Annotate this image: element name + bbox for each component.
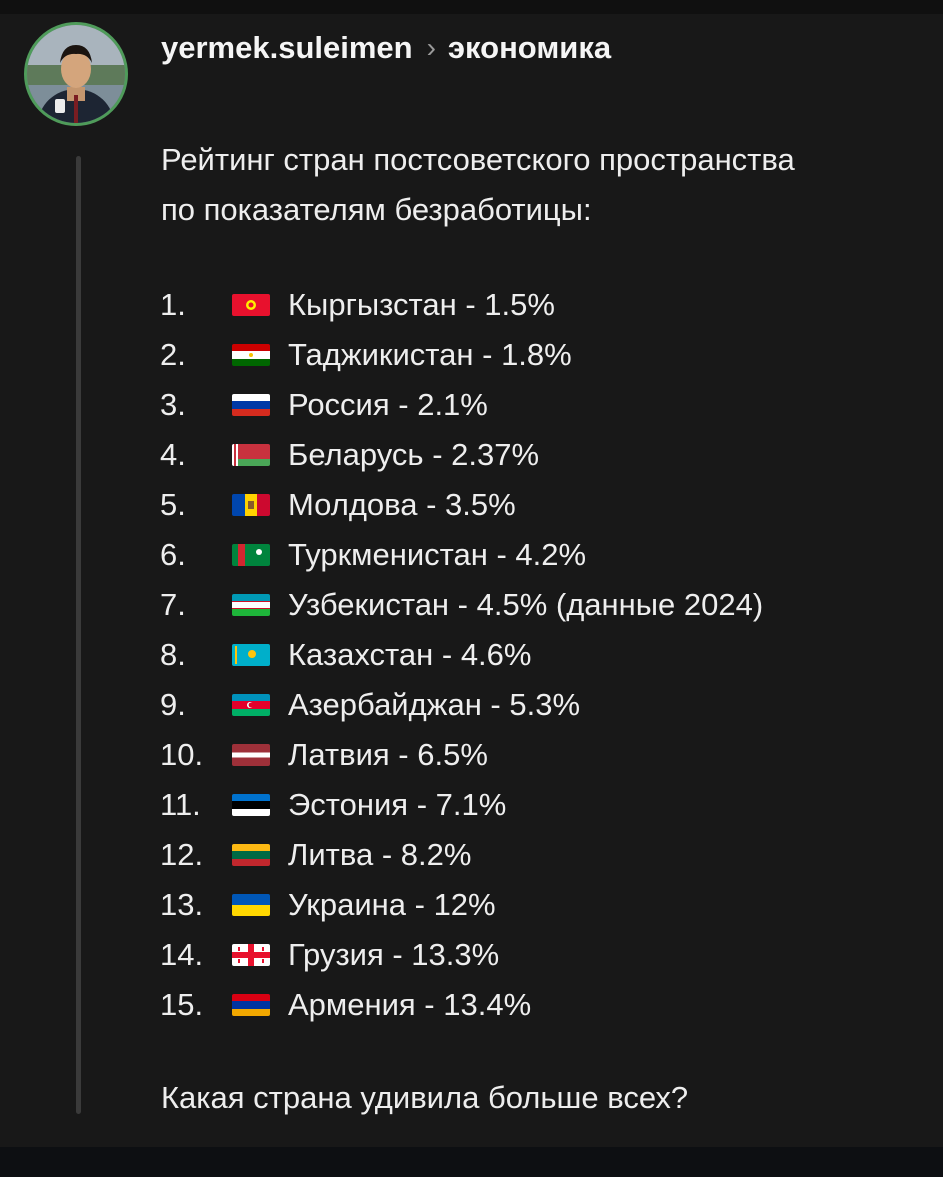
lithuania-flag-icon [232, 844, 270, 866]
item-text: Кыргызстан - 1.5% [288, 287, 555, 322]
uzbekistan-flag-icon [232, 594, 270, 616]
tajikistan-flag-icon [232, 344, 270, 366]
latvia-flag-icon [232, 744, 270, 766]
armenia-flag-icon [232, 994, 270, 1016]
item-text: Туркменистан - 4.2% [288, 537, 587, 572]
item-number: 10. [160, 737, 204, 772]
list-item: 14. Грузия - 13.3% [160, 930, 920, 980]
turkmenistan-flag-icon [232, 544, 270, 566]
item-number: 8. [160, 637, 186, 672]
list-item: 2. Таджикистан - 1.8% [160, 330, 920, 380]
list-item: 1. Кыргызстан - 1.5% [160, 280, 920, 330]
item-number: 7. [160, 587, 186, 622]
item-number: 2. [160, 337, 186, 372]
item-number: 3. [160, 387, 186, 422]
list-item: 11. Эстония - 7.1% [160, 780, 920, 830]
intro-line: Рейтинг стран постсоветского пространств… [161, 142, 795, 177]
moldova-flag-icon [232, 494, 270, 516]
item-number: 4. [160, 437, 186, 472]
item-number: 14. [160, 937, 204, 972]
estonia-flag-icon [232, 794, 270, 816]
list-item: 10. Латвия - 6.5% [160, 730, 920, 780]
post-question: Какая страна удивила больше всех? [161, 1080, 689, 1115]
item-number: 12. [160, 837, 204, 872]
list-item: 13. Украина - 12% [160, 880, 920, 930]
list-item: 15. Армения - 13.4% [160, 980, 920, 1030]
item-text: Латвия - 6.5% [288, 737, 488, 772]
item-text: Эстония - 7.1% [288, 787, 507, 822]
post-container [0, 14, 943, 1147]
item-text: Грузия - 13.3% [288, 937, 500, 972]
ranking-list: 1. Кыргызстан - 1.5% 2. Таджикистан - 1.… [160, 280, 920, 1030]
top-bar [0, 0, 943, 14]
list-item: 6. Туркменистан - 4.2% [160, 530, 920, 580]
item-number: 1. [160, 287, 186, 322]
list-item: 7. Узбекистан - 4.5% (данные 2024) [160, 580, 920, 630]
post-intro: Рейтинг стран постсоветского пространств… [161, 135, 931, 235]
item-number: 5. [160, 487, 186, 522]
ukraine-flag-icon [232, 894, 270, 916]
thread-line [76, 156, 81, 1114]
post-header: yermek.suleimen › экономика [161, 28, 611, 68]
bottom-bar [0, 1147, 943, 1177]
kazakhstan-flag-icon [232, 644, 270, 666]
azerbaijan-flag-icon [232, 694, 270, 716]
item-text: Азербайджан - 5.3% [288, 687, 581, 722]
topic-link[interactable]: экономика [447, 30, 612, 65]
item-number: 13. [160, 887, 204, 922]
list-item: 4. Беларусь - 2.37% [160, 430, 920, 480]
list-item: 3. Россия - 2.1% [160, 380, 920, 430]
list-item: 5. Молдова - 3.5% [160, 480, 920, 530]
russia-flag-icon [232, 394, 270, 416]
item-text: Армения - 13.4% [288, 987, 532, 1022]
item-number: 15. [160, 987, 204, 1022]
item-number: 11. [160, 787, 201, 822]
item-text: Казахстан - 4.6% [288, 637, 532, 672]
item-text: Россия - 2.1% [288, 387, 488, 422]
list-item: 9. Азербайджан - 5.3% [160, 680, 920, 730]
chevron-right-icon: › [426, 32, 436, 63]
item-text: Узбекистан - 4.5% (данные 2024) [288, 587, 764, 622]
username-link[interactable]: yermek.suleimen [161, 30, 413, 65]
item-text: Таджикистан - 1.8% [288, 337, 572, 372]
item-text: Украина - 12% [288, 887, 496, 922]
kyrgyzstan-flag-icon [232, 294, 270, 316]
item-text: Молдова - 3.5% [288, 487, 516, 522]
item-number: 6. [160, 537, 186, 572]
item-text: Беларусь - 2.37% [288, 437, 540, 472]
item-text: Литва - 8.2% [288, 837, 472, 872]
item-number: 9. [160, 687, 186, 722]
belarus-flag-icon [232, 444, 270, 466]
avatar[interactable] [24, 22, 128, 126]
list-item: 8. Казахстан - 4.6% [160, 630, 920, 680]
georgia-flag-icon [232, 944, 270, 966]
intro-line: по показателям безработицы: [161, 192, 592, 227]
list-item: 12. Литва - 8.2% [160, 830, 920, 880]
